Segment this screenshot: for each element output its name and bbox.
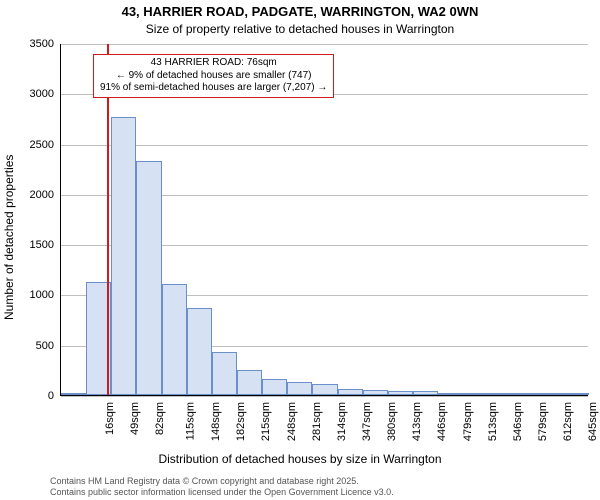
x-tick-label: 115sqm [184, 402, 196, 440]
histogram-bar [488, 393, 513, 395]
chart-title-line2: Size of property relative to detached ho… [0, 22, 600, 36]
y-tick-label: 1500 [0, 239, 54, 251]
histogram-bar [564, 393, 589, 395]
histogram-bar [162, 284, 187, 395]
x-tick-label: 215sqm [261, 402, 273, 441]
annotation-line: 43 HARRIER ROAD: 76sqm [100, 57, 327, 70]
footnote-line1: Contains HM Land Registry data © Crown c… [50, 476, 394, 487]
footnote-line2: Contains public sector information licen… [50, 487, 394, 498]
histogram-bar [136, 161, 161, 395]
grid-line [61, 44, 588, 45]
histogram-bar [338, 389, 363, 395]
x-tick-label: 148sqm [210, 402, 222, 441]
grid-line [61, 396, 588, 397]
x-tick-label: 413sqm [411, 402, 423, 441]
x-tick-label: 82sqm [154, 402, 166, 435]
histogram-bar [111, 117, 136, 395]
plot-area: 43 HARRIER ROAD: 76sqm← 9% of detached h… [60, 44, 588, 396]
y-tick-label: 500 [0, 340, 54, 352]
histogram-bar [438, 393, 463, 395]
x-tick-label: 49sqm [129, 402, 141, 435]
x-tick-label: 645sqm [587, 402, 599, 441]
x-tick-label: 446sqm [437, 402, 449, 441]
x-tick-label: 513sqm [487, 402, 499, 441]
histogram-bar [363, 390, 388, 395]
histogram-bar [514, 393, 539, 395]
histogram-bar [287, 382, 312, 395]
x-tick-label: 248sqm [286, 402, 298, 441]
y-tick-label: 2000 [0, 189, 54, 201]
x-tick-label: 479sqm [462, 402, 474, 441]
histogram-bar [413, 391, 438, 395]
y-tick-label: 1000 [0, 289, 54, 301]
histogram-bar [187, 308, 212, 395]
annotation-line: 91% of semi-detached houses are larger (… [100, 82, 327, 95]
x-tick-label: 612sqm [562, 402, 574, 441]
annotation-box: 43 HARRIER ROAD: 76sqm← 9% of detached h… [93, 54, 334, 98]
annotation-line: ← 9% of detached houses are smaller (747… [100, 70, 327, 83]
x-tick-label: 579sqm [537, 402, 549, 441]
y-tick-label: 3000 [0, 88, 54, 100]
histogram-bar [539, 393, 564, 395]
chart-container: 43, HARRIER ROAD, PADGATE, WARRINGTON, W… [0, 0, 600, 500]
x-tick-label: 16sqm [104, 402, 116, 435]
x-tick-label: 182sqm [235, 402, 247, 441]
x-tick-label: 281sqm [311, 402, 323, 441]
x-axis-label: Distribution of detached houses by size … [0, 452, 600, 466]
x-tick-label: 314sqm [336, 402, 348, 441]
grid-line [61, 145, 588, 146]
y-tick-label: 3500 [0, 38, 54, 50]
chart-title-line1: 43, HARRIER ROAD, PADGATE, WARRINGTON, W… [0, 4, 600, 19]
x-tick-label: 380sqm [386, 402, 398, 441]
histogram-bar [262, 379, 287, 395]
x-tick-label: 347sqm [361, 402, 373, 441]
histogram-bar [463, 393, 488, 395]
y-tick-label: 2500 [0, 139, 54, 151]
x-tick-label: 546sqm [512, 402, 524, 441]
y-tick-label: 0 [0, 390, 54, 402]
histogram-bar [237, 370, 262, 395]
histogram-bar [212, 352, 237, 395]
histogram-bar [61, 393, 86, 395]
histogram-bar [312, 384, 337, 395]
footnote: Contains HM Land Registry data © Crown c… [50, 476, 394, 498]
histogram-bar [388, 391, 413, 395]
